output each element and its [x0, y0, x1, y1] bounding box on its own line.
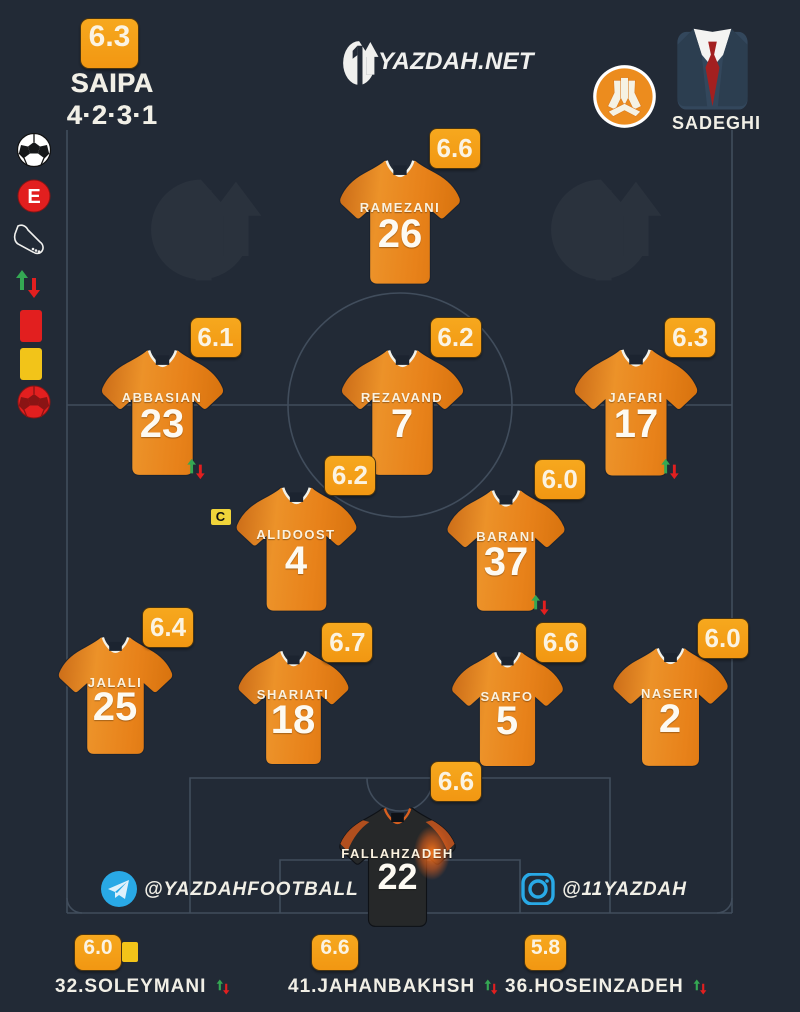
- svg-text:E: E: [27, 186, 40, 208]
